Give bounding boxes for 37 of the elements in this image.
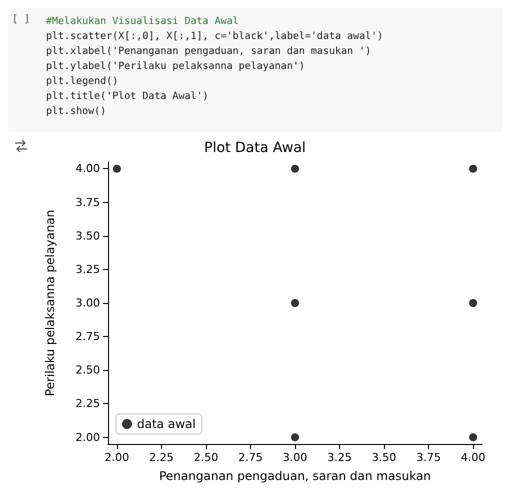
y-tick-label: 4.00 <box>76 162 100 176</box>
point <box>291 164 299 173</box>
point <box>291 299 299 307</box>
x-tick-label: 3.25 <box>327 451 352 464</box>
x-tick-label: 3.50 <box>372 451 396 464</box>
y-tick-label: 2.50 <box>76 364 100 377</box>
text: plt.title('Plot Data Awal') <box>46 90 210 104</box>
point <box>469 164 478 173</box>
y-tick-label: 3.25 <box>76 262 100 276</box>
chart-title: Plot Data Awal <box>204 140 306 156</box>
text: plt.show() <box>46 105 108 119</box>
y-tick-label: 3.75 <box>76 196 100 209</box>
y-tick-label: 2.75 <box>76 330 100 344</box>
y-tick-label: 3.50 <box>76 229 100 242</box>
x-tick-label: 4.00 <box>460 451 486 464</box>
y-tick-label: 3.00 <box>76 296 100 310</box>
text: #Melakukan Visualisasi Data Awal <box>46 15 240 29</box>
point <box>469 433 478 442</box>
point <box>112 164 121 173</box>
x-tick-label: 2.50 <box>194 451 218 464</box>
legend-label: data awal <box>137 417 196 431</box>
text: plt.scatter(X[:,0], X[:,1], c='black',label='data awal') <box>46 30 384 44</box>
text: plt.xlabel('Penanganan pengaduan, saran dan masukan ') <box>46 45 372 59</box>
text: plt.ylabel('Perilaku pelaksanna pelayanan') <box>46 60 306 74</box>
x-tick-label: 2.75 <box>238 451 263 464</box>
text: [ ] <box>12 14 32 27</box>
y-tick-label: 2.00 <box>76 430 100 444</box>
text: plt.legend() <box>46 75 120 89</box>
point <box>469 299 478 307</box>
x-tick-label: 2.00 <box>104 451 130 464</box>
y-axis-title: Perilaku pelaksanna pelayanan <box>43 210 57 396</box>
x-axis-title: Penanganan pengaduan, saran dan masukan <box>159 469 431 483</box>
x-tick-label: 3.75 <box>416 451 441 464</box>
x-tick-label: 2.25 <box>149 451 174 464</box>
point <box>291 433 299 442</box>
y-tick-label: 2.25 <box>76 397 100 410</box>
x-tick-label: 3.00 <box>282 451 308 464</box>
